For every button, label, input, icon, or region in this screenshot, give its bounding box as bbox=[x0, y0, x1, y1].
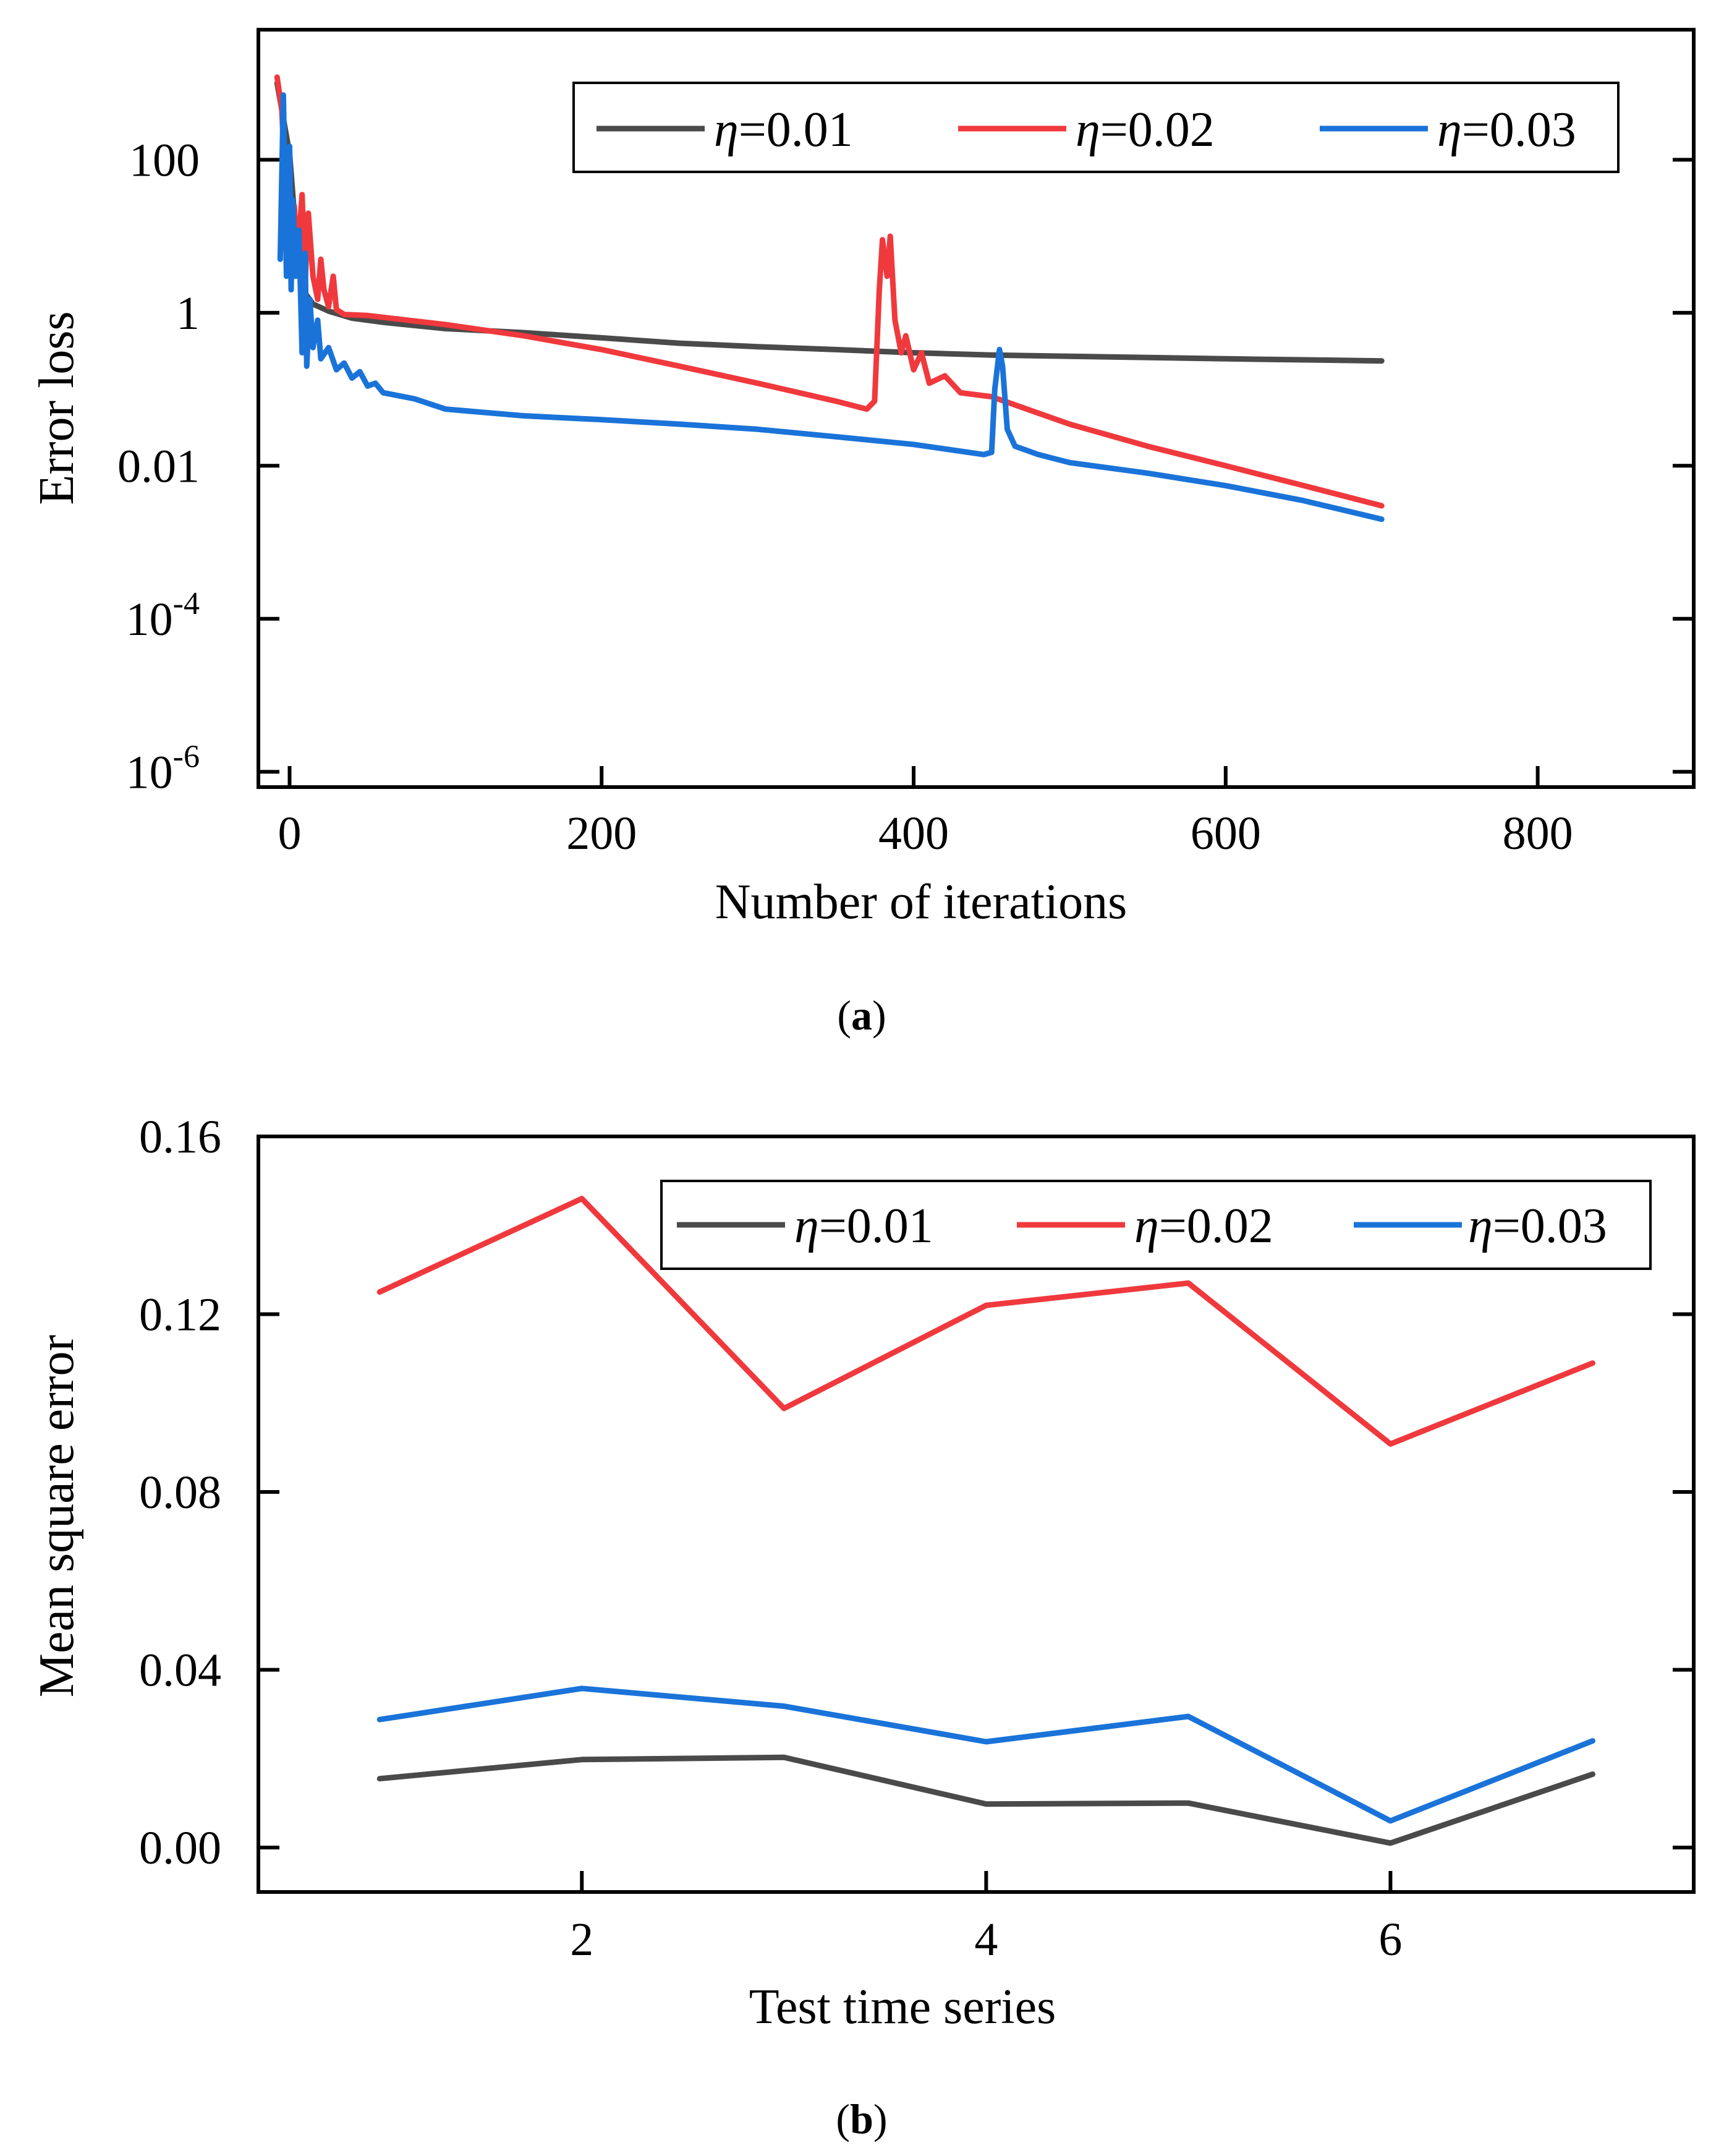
panel-a-legend-symbol-2: η bbox=[1076, 103, 1100, 157]
panel-a-x-tick-label-600: 600 bbox=[1191, 807, 1261, 859]
panel-b-legend-box bbox=[660, 1180, 1652, 1270]
panel-b-legend-value-1: =0.01 bbox=[819, 1199, 933, 1253]
panel-b-legend-symbol-3: η bbox=[1468, 1199, 1493, 1253]
panel-b-chart: 2 4 60.000.040.080.120.16 η=0.01 η=0.02 η=0.… bbox=[30, 1111, 1696, 2142]
panel-b-series bbox=[376, 1196, 1595, 1846]
panel-a-legend-value-2: =0.02 bbox=[1100, 103, 1215, 157]
panel-a-y-tick-label-base-1: 1 bbox=[176, 288, 200, 339]
panel-b-ticks: 2 4 6 0.00 0.04 0.08 0.12 0.16 bbox=[139, 1111, 1694, 1966]
panel-b-x-tick-label-2: 2 bbox=[570, 1914, 593, 1966]
panel-a-caption: (a) bbox=[837, 992, 886, 1039]
panel-a-y-tick-label-4: 10-6 bbox=[126, 739, 200, 798]
panel-a-legend-label-3: η=0.03 bbox=[1437, 103, 1576, 157]
panel-b-x-tick-label-4: 4 bbox=[974, 1914, 998, 1966]
panel-a-series-line-3 bbox=[277, 92, 1385, 522]
panel-b-y-tick-label-4: 0.16 bbox=[139, 1111, 221, 1163]
panel-b-y-tick-label-3: 0.12 bbox=[139, 1289, 221, 1341]
panel-a-y-tick-label-base-3: 10 bbox=[126, 594, 173, 646]
panel-b-legend-symbol-2: η bbox=[1134, 1199, 1159, 1253]
panel-b-series-line-3 bbox=[376, 1685, 1595, 1824]
panel-a-y-axis-title: Error loss bbox=[30, 311, 84, 505]
panel-a-x-tick-label-800: 800 bbox=[1503, 807, 1573, 859]
panel-b-legend-value-2: =0.02 bbox=[1159, 1199, 1273, 1253]
panel-a-legend-value-3: =0.03 bbox=[1462, 103, 1576, 157]
panel-a-series bbox=[274, 74, 1385, 522]
panel-a-legend: η=0.01 η=0.02 η=0.03 bbox=[572, 82, 1620, 173]
panel-a-y-tick-label-3: 10-4 bbox=[126, 586, 200, 646]
panel-a-caption-letter: a bbox=[851, 992, 872, 1039]
panel-a-y-tick-label-1: 1 bbox=[176, 288, 200, 339]
panel-b-legend: η=0.01 η=0.02 η=0.03 bbox=[660, 1180, 1652, 1270]
panel-a-y-tick-label-base-4: 10 bbox=[126, 746, 173, 798]
panel-a-x-tick-label-200: 200 bbox=[566, 807, 637, 859]
panel-b-plot-frame bbox=[257, 1135, 1696, 1894]
panel-a-x-axis-title: Number of iterations bbox=[715, 875, 1127, 929]
panel-a-y-tick-label-base-0: 100 bbox=[129, 134, 200, 186]
panel-b-legend-value-3: =0.03 bbox=[1493, 1199, 1607, 1253]
panel-b-legend-label-2: η=0.02 bbox=[1134, 1199, 1273, 1253]
panel-b-y-tick-label-2: 0.08 bbox=[139, 1467, 221, 1519]
panel-a-x-tick-label-400: 400 bbox=[878, 807, 949, 859]
panel-a-legend-symbol-1: η bbox=[714, 103, 739, 157]
panel-a-legend-symbol-3: η bbox=[1437, 103, 1462, 157]
panel-b-caption-letter: b bbox=[850, 2095, 873, 2142]
panel-b-y-tick-label-0: 0.00 bbox=[139, 1822, 221, 1874]
panel-a-legend-label-2: η=0.02 bbox=[1076, 103, 1215, 157]
panel-a-y-tick-label-exponent-3: -4 bbox=[173, 586, 200, 621]
panel-b-series-line-2 bbox=[376, 1196, 1595, 1447]
panel-a-y-tick-label-exponent-4: -6 bbox=[173, 739, 200, 774]
panel-a-legend-value-1: =0.01 bbox=[739, 103, 853, 157]
panel-b-legend-label-1: η=0.01 bbox=[794, 1199, 933, 1253]
panel-b-y-axis-title: Mean square error bbox=[30, 1335, 84, 1697]
panel-b-legend-label-3: η=0.03 bbox=[1468, 1199, 1607, 1253]
panel-a-y-tick-label-0: 100 bbox=[129, 134, 200, 186]
panel-b-x-tick-label-6: 6 bbox=[1378, 1914, 1402, 1966]
panel-b-caption: (b) bbox=[836, 2095, 887, 2142]
panel-b-legend-symbol-1: η bbox=[794, 1199, 819, 1253]
panel-a-legend-box bbox=[572, 82, 1620, 173]
panel-b-x-axis-title: Test time series bbox=[749, 1980, 1056, 2034]
panel-b-y-tick-label-1: 0.04 bbox=[139, 1645, 221, 1697]
panel-a-plot-frame bbox=[257, 28, 1696, 789]
panel-a-legend-label-1: η=0.01 bbox=[714, 103, 853, 157]
panel-a-x-tick-label-0: 0 bbox=[278, 807, 301, 859]
panel-b-series-line-1 bbox=[376, 1754, 1595, 1846]
panel-a-y-tick-label-2: 0.01 bbox=[117, 440, 200, 492]
panel-a-y-tick-label-base-2: 0.01 bbox=[117, 440, 200, 492]
